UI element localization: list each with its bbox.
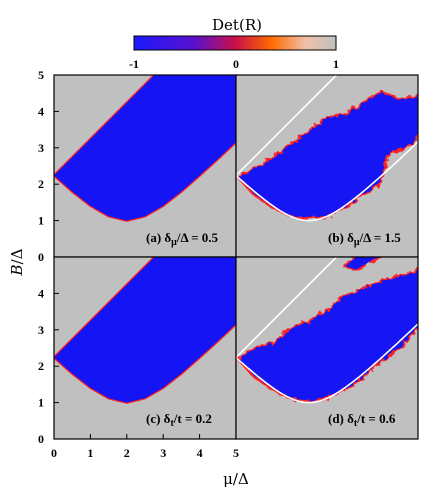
y-tick-label-top: 2 <box>38 177 44 191</box>
y-tick-label-top: 0 <box>38 250 44 264</box>
panel-b-label: (b) δμ/Δ = 1.5 <box>328 230 401 248</box>
panel-c-negative-region <box>54 257 236 403</box>
colorbar-title: Det(R) <box>212 16 262 34</box>
panel-c-label: (c) δt/t = 0.2 <box>146 411 212 429</box>
x-tick-label: 3 <box>160 446 166 460</box>
x-tick-label: 0 <box>51 446 57 460</box>
panel-c <box>54 257 236 439</box>
panel-d-negative-region <box>238 271 418 402</box>
panel-a-negative-region <box>54 75 236 221</box>
panels <box>53 74 419 440</box>
x-tick-label: 5 <box>233 446 239 460</box>
colorbar-tick-pos: 1 <box>333 57 339 71</box>
y-tick-label-bottom: 2 <box>38 359 44 373</box>
panel-labels: (a) δμ/Δ = 0.5 (b) δμ/Δ = 1.5 (c) δt/t =… <box>146 230 401 429</box>
y-tick-label-top: 1 <box>38 214 44 228</box>
colorbar: Det(R) -1 0 1 <box>129 16 339 71</box>
panel-d <box>236 257 418 439</box>
panel-b-upper-guide <box>236 75 338 177</box>
colorbar-gradient <box>133 35 337 51</box>
panel-d-patch <box>345 257 382 270</box>
x-tick-label: 1 <box>87 446 93 460</box>
y-tick-label-bottom: 4 <box>38 286 44 300</box>
x-tick-label: 4 <box>197 446 203 460</box>
panel-d-frame <box>235 256 419 440</box>
panel-d-label: (d) δt/t = 0.6 <box>328 411 396 429</box>
panel-a-label: (a) δμ/Δ = 0.5 <box>146 230 219 248</box>
panel-d-lower-guide <box>236 323 418 404</box>
x-tick-label: 2 <box>124 446 130 460</box>
y-tick-label-bottom: 0 <box>38 432 44 446</box>
y-axis-label: B/Δ <box>8 248 26 276</box>
axes: 0 1 2 3 4 5 0 1 2 3 4 5 0 1 2 3 4 <box>38 68 239 460</box>
y-tick-label-top: 3 <box>38 141 44 155</box>
panel-b <box>236 75 418 257</box>
y-tick-label-top: 4 <box>38 104 44 118</box>
colorbar-tick-zero: 0 <box>233 57 239 71</box>
y-tick-label-bottom: 1 <box>38 396 44 410</box>
y-tick-label-bottom: 3 <box>38 323 44 337</box>
panel-b-lower-guide <box>236 141 418 222</box>
panel-b-negative-region <box>238 92 418 218</box>
panel-a <box>54 75 236 257</box>
y-tick-label-top: 5 <box>38 68 44 82</box>
panel-d-upper-guide <box>236 257 338 359</box>
x-axis-label: μ/Δ <box>223 470 249 488</box>
colorbar-tick-neg: -1 <box>129 57 139 71</box>
